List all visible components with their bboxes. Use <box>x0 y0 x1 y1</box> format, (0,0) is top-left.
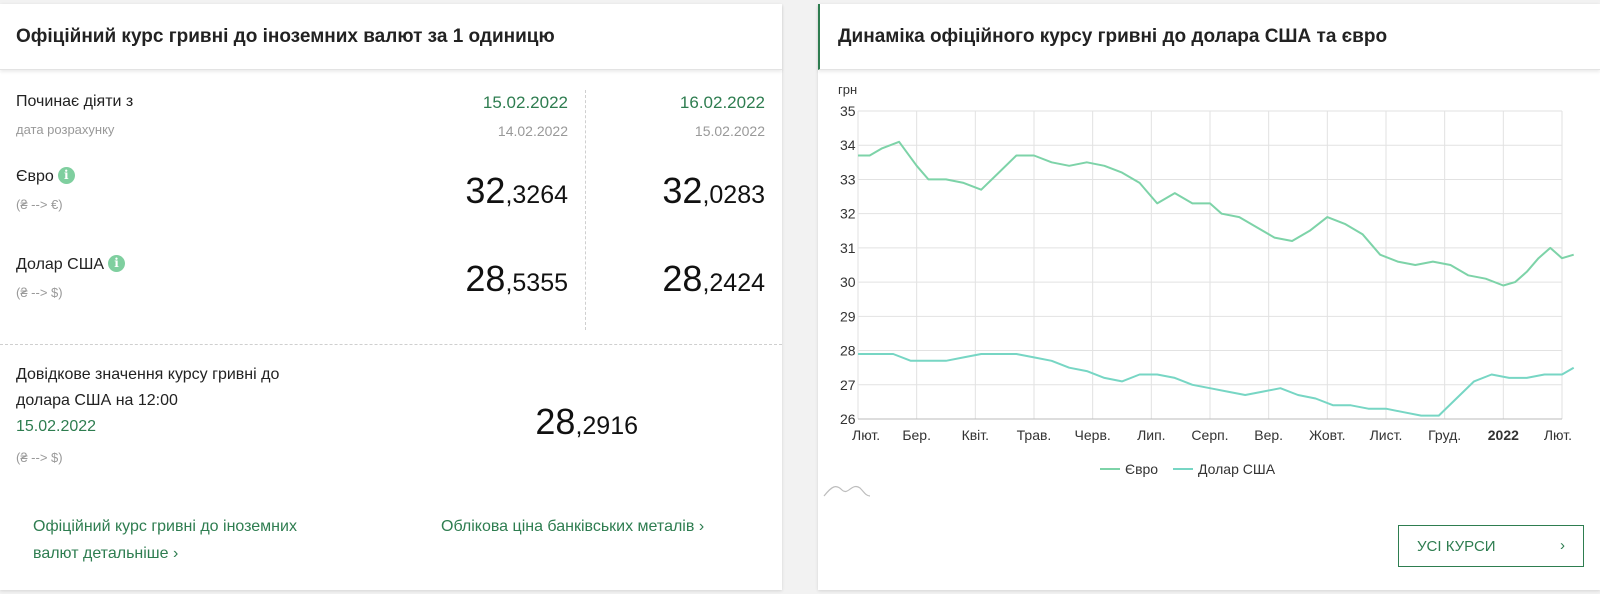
official-rates-card: Офіційний курс гривні до іноземних валют… <box>0 4 782 590</box>
eur-rate-2-frac: ,0283 <box>702 181 765 209</box>
x-tick-label: Бер. <box>902 427 931 443</box>
y-axis-label: грн <box>838 82 857 97</box>
y-tick-label: 33 <box>840 171 856 187</box>
x-tick-label: Квіт. <box>962 427 989 443</box>
reference-direction: (₴ --> $) <box>16 450 63 465</box>
eur-rate-column-1: 32,3264 <box>368 170 568 212</box>
starts-label: Починає діяти з <box>16 93 134 110</box>
eur-rate-column-2: 32,0283 <box>565 170 765 212</box>
usd-rate-1-int: 28 <box>465 258 506 299</box>
reference-rate-frac: ,2916 <box>575 412 638 440</box>
column-divider <box>585 90 586 330</box>
navigator-icon <box>823 486 871 497</box>
x-tick-label: Серп. <box>1191 427 1228 443</box>
eur-rate-1-int: 32 <box>465 170 506 211</box>
reference-label-line-1: Довідкове значення курсу гривні до <box>16 366 280 383</box>
reference-label-line-2: долара США на 12:00 <box>16 392 178 409</box>
legend-label-eur: Євро <box>1125 461 1158 477</box>
x-tick-label: Лист. <box>1370 427 1403 443</box>
metals-price-link[interactable]: Облікова ціна банківських металів › <box>441 513 704 540</box>
rates-line-chart: грн 26 27 28 29 30 31 32 33 34 35 Лют. Бер. Квіт. Трав… <box>823 82 1575 497</box>
x-tick-label: Лют. <box>1544 427 1572 443</box>
usd-rate-column-2: 28,2424 <box>565 258 765 300</box>
rates-detail-link-line-2: валют детальніше <box>33 545 169 562</box>
rates-dynamics-card: Динаміка офіційного курсу гривні до дола… <box>818 4 1600 590</box>
column-1-calc-date: 14.02.2022 <box>497 123 568 139</box>
series-line-eur <box>858 140 1574 287</box>
eur-row-label: Євро i <box>16 167 75 186</box>
usd-rate-column-1: 28,5355 <box>368 258 568 300</box>
x-tick-label: Вер. <box>1254 427 1283 443</box>
all-rates-button[interactable]: УСІ КУРСИ › <box>1398 525 1584 567</box>
eur-rate-1-frac: ,3264 <box>505 181 568 209</box>
series-line-usd <box>858 353 1575 417</box>
y-tick-label: 30 <box>840 274 856 290</box>
column-1-date: 15.02.2022 <box>482 93 568 112</box>
y-tick-label: 31 <box>840 240 856 256</box>
usd-direction: (₴ --> $) <box>16 285 63 300</box>
usd-rate-1-frac: ,5355 <box>505 269 568 297</box>
eur-label: Євро <box>16 168 54 185</box>
y-tick-label: 34 <box>840 137 856 153</box>
reference-rate: 28,2916 <box>438 401 638 443</box>
y-tick-label: 35 <box>840 103 856 119</box>
x-tick-label: Жовт. <box>1309 427 1345 443</box>
x-tick-label: Трав. <box>1017 427 1052 443</box>
chevron-right-icon: › <box>1560 537 1565 554</box>
metals-price-link-label: Облікова ціна банківських металів <box>441 518 695 535</box>
eur-info-icon[interactable]: i <box>57 167 75 184</box>
x-tick-label: Черв. <box>1075 427 1111 443</box>
all-rates-button-label: УСІ КУРСИ <box>1417 537 1496 555</box>
usd-rate-2-int: 28 <box>662 258 703 299</box>
calc-date-label: дата розрахунку <box>16 122 115 137</box>
eur-rate-2-int: 32 <box>662 170 703 211</box>
x-tick-label: Лип. <box>1137 427 1165 443</box>
usd-label: Долар США <box>16 256 105 273</box>
reference-rate-int: 28 <box>535 401 576 442</box>
reference-date: 15.02.2022 <box>16 418 97 435</box>
x-tick-label: 2022 <box>1488 427 1519 443</box>
usd-info-icon[interactable]: i <box>108 255 126 272</box>
x-tick-label: Груд. <box>1428 427 1461 443</box>
eur-direction: (₴ --> €) <box>16 197 63 212</box>
usd-row-label: Долар США i <box>16 255 126 274</box>
rates-card-title: Офіційний курс гривні до іноземних валют… <box>0 4 782 70</box>
rates-detail-link[interactable]: Офіційний курс гривні до іноземних валют… <box>33 513 297 567</box>
usd-rate-2-frac: ,2424 <box>702 269 765 297</box>
section-divider <box>0 344 782 345</box>
y-tick-label: 29 <box>840 308 856 324</box>
chevron-right-icon: › <box>172 545 179 562</box>
reference-label: Довідкове значення курсу гривні до долар… <box>16 362 279 440</box>
chevron-right-icon: › <box>698 518 705 535</box>
y-tick-label: 26 <box>840 411 856 427</box>
y-tick-label: 27 <box>840 377 856 393</box>
chart-card-title: Динаміка офіційного курсу гривні до дола… <box>818 4 1600 70</box>
column-2-date: 16.02.2022 <box>679 93 765 112</box>
legend-label-usd: Долар США <box>1198 461 1276 477</box>
rates-detail-link-line-1: Офіційний курс гривні до іноземних <box>33 518 297 535</box>
y-tick-label: 28 <box>840 343 856 359</box>
x-tick-label: Лют. <box>852 427 880 443</box>
column-2-calc-date: 15.02.2022 <box>694 123 765 139</box>
y-tick-label: 32 <box>840 206 856 222</box>
